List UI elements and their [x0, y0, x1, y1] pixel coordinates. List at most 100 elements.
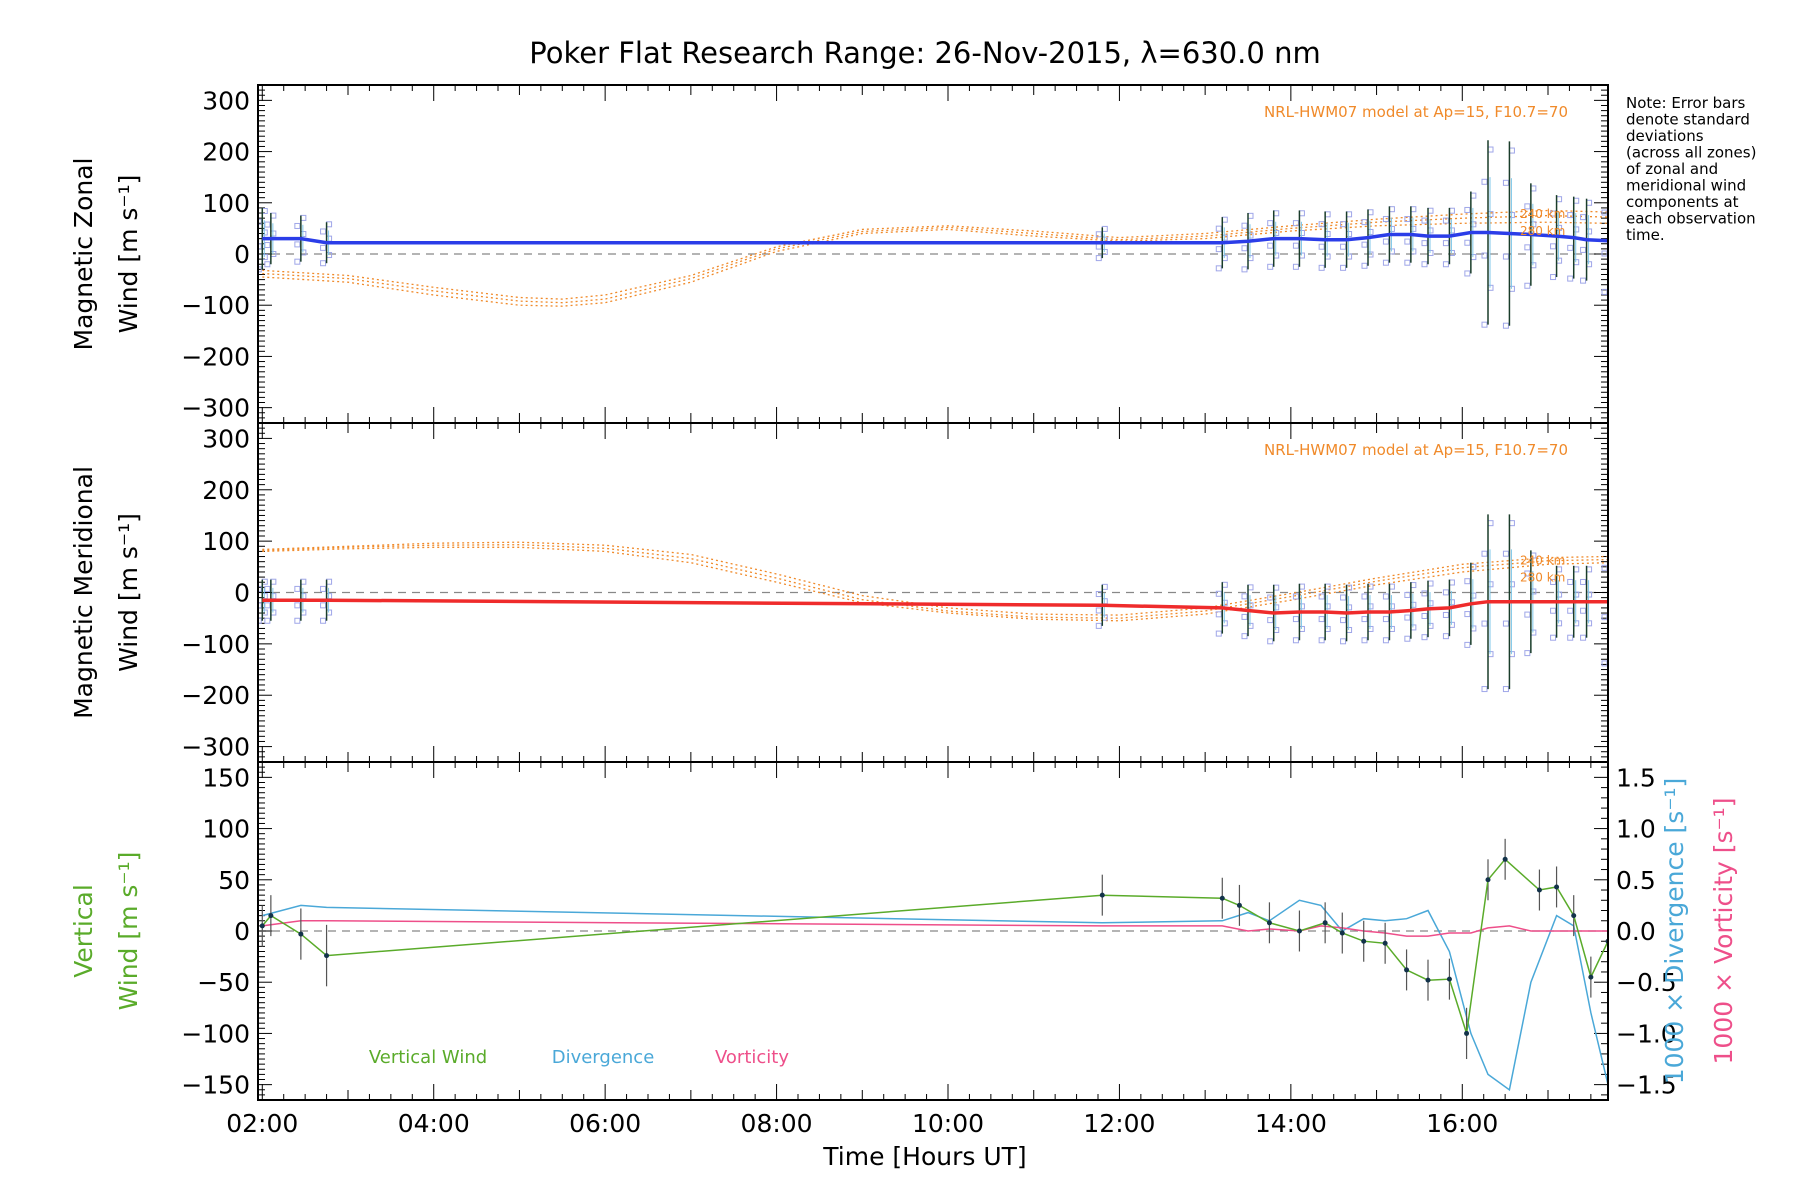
note-line: components at	[1626, 193, 1739, 211]
zone-point	[320, 585, 327, 592]
zone-point	[1267, 242, 1274, 249]
zone-point	[1464, 641, 1471, 648]
vertical-wind-point	[1361, 938, 1367, 944]
note-line: of zonal and	[1626, 160, 1718, 178]
y-tick-label: 100	[202, 527, 250, 556]
chart-title: Poker Flat Research Range: 26-Nov-2015, …	[529, 36, 1320, 70]
zone-point	[1241, 222, 1248, 229]
zone-point	[320, 602, 327, 609]
model-altitude-label: 240 km	[1520, 553, 1565, 567]
zone-point	[1318, 243, 1325, 250]
model-label: NRL-HWM07 model at Ap=15, F10.7=70	[1264, 103, 1568, 121]
zone-point	[1215, 265, 1222, 272]
x-tick-label: 16:00	[1426, 1109, 1498, 1138]
zone-point	[1502, 253, 1509, 260]
zone-point	[1267, 220, 1274, 227]
y-tick-label: 300	[202, 86, 250, 115]
y-tick-label: 200	[202, 476, 250, 505]
y-axis-label: Magnetic Meridional	[69, 466, 98, 719]
zone-point	[294, 241, 301, 248]
zone-point	[1567, 275, 1574, 282]
zone-point	[1524, 282, 1531, 289]
zone-point	[1442, 633, 1449, 640]
y-axis-label: Wind [m s⁻¹]	[114, 852, 143, 1011]
right-tick-label: −1.0	[1616, 1019, 1677, 1048]
zone-point	[1318, 593, 1325, 600]
zone-point	[294, 585, 301, 592]
zone-point	[1361, 616, 1368, 623]
y-tick-label: −100	[181, 630, 250, 659]
zone-point	[264, 261, 271, 268]
vertical-wind-point	[324, 953, 330, 959]
zone-point	[1318, 264, 1325, 271]
x-tick-label: 06:00	[569, 1109, 641, 1138]
note-line: denote standard	[1626, 111, 1750, 129]
right-tick-label: 1.0	[1616, 815, 1656, 844]
zone-point	[320, 228, 327, 235]
vertical-wind-point	[1099, 892, 1105, 898]
y-tick-label: 0	[234, 917, 250, 946]
y-tick-label: −100	[181, 291, 250, 320]
vertical-wind-point	[1322, 920, 1328, 926]
zone-point	[294, 258, 301, 265]
zone-point	[1421, 217, 1428, 224]
zone-point	[1481, 321, 1488, 328]
zone-point	[1442, 240, 1449, 247]
vertical-wind-point	[298, 931, 304, 937]
zone-point	[1292, 616, 1299, 623]
zone-point	[1404, 614, 1411, 621]
zone-point	[1442, 261, 1449, 268]
zone-point	[1267, 594, 1274, 601]
zone-point	[264, 617, 271, 624]
zone-point	[1601, 614, 1608, 621]
model-curve	[262, 214, 1608, 304]
y-tick-label: −300	[181, 394, 250, 423]
zone-point	[1580, 607, 1587, 614]
meridional-wind-line	[262, 598, 1608, 615]
zone-point	[1215, 246, 1222, 253]
divergence-line	[262, 899, 1608, 1092]
zone-point	[1404, 635, 1411, 642]
x-tick-label: 02:00	[226, 1109, 298, 1138]
legend-entry: Vorticity	[715, 1047, 789, 1068]
zone-point	[1502, 179, 1509, 186]
y-tick-label: 300	[202, 424, 250, 453]
zone-point	[1580, 578, 1587, 585]
right-tick-label: −0.5	[1616, 968, 1677, 997]
zone-point	[1442, 589, 1449, 596]
vertical-wind-point	[1236, 902, 1242, 908]
zone-point	[1601, 564, 1608, 571]
note-line: deviations	[1626, 127, 1704, 145]
zone-point	[1580, 634, 1587, 641]
plot-layer: −300 −200 −100 0 100 200 300 Magnetic Zonal Wind…	[69, 84, 1738, 1138]
zone-point	[1215, 590, 1222, 597]
legend-entry: Divergence	[552, 1047, 655, 1068]
x-tick-label: 08:00	[741, 1109, 813, 1138]
x-tick-label: 04:00	[398, 1109, 470, 1138]
zone-point	[1241, 613, 1248, 620]
zone-point	[1318, 616, 1325, 623]
zone-point	[1095, 255, 1102, 262]
zone-point	[320, 244, 327, 251]
zone-point	[1241, 266, 1248, 273]
zone-point	[1095, 607, 1102, 614]
zone-point	[1241, 593, 1248, 600]
vertical-wind-point	[1464, 1030, 1470, 1036]
zone-point	[1361, 593, 1368, 600]
zone-point	[1318, 637, 1325, 644]
y-tick-label: −200	[181, 342, 250, 371]
zone-point	[1382, 238, 1389, 245]
note-line: (across all zones)	[1626, 144, 1756, 162]
vertical-wind-point	[1446, 976, 1452, 982]
x-tick-label: 10:00	[912, 1109, 984, 1138]
note-line: each observation	[1626, 210, 1756, 228]
zone-point	[1382, 637, 1389, 644]
zone-point	[320, 617, 327, 624]
zone-point	[1340, 243, 1347, 250]
zone-point	[1421, 612, 1428, 619]
model-curve	[262, 546, 1608, 622]
zone-point	[1567, 607, 1574, 614]
right-tick-label: −1.5	[1616, 1071, 1677, 1100]
